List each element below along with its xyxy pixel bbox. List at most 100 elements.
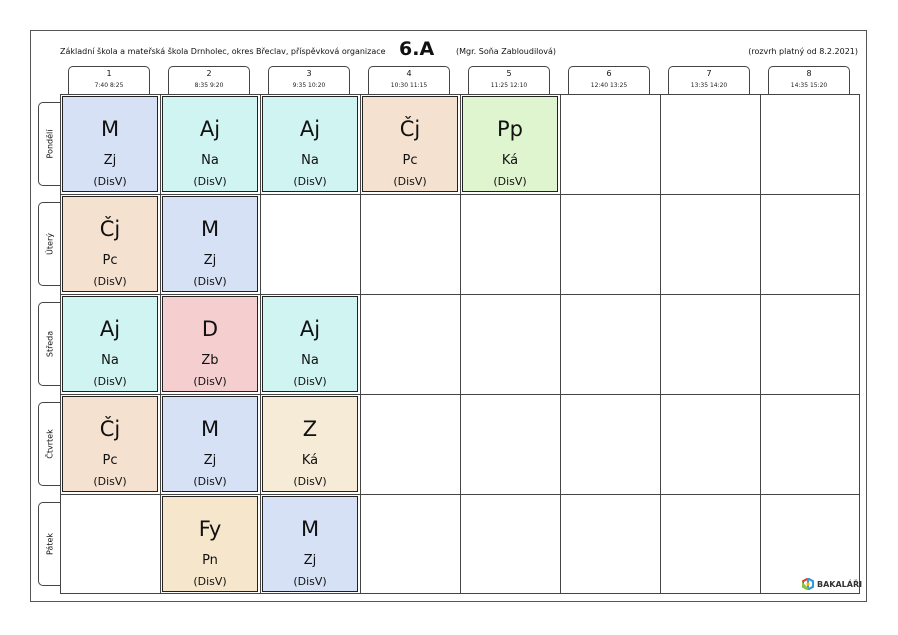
grid-column-divider (460, 95, 461, 593)
period-1-header: 1 7:40 8:25 (68, 66, 150, 94)
period-5-header: 5 11:25 12:10 (468, 66, 550, 94)
lesson-cell[interactable]: Aj Na (DisV) (162, 96, 258, 192)
lesson-teacher: Zj (203, 253, 217, 268)
lesson-teacher: Ká (301, 453, 319, 468)
lesson-teacher: Na (201, 153, 219, 168)
period-time: 14:35 15:20 (790, 82, 828, 89)
lesson-cell[interactable]: Aj Na (DisV) (262, 96, 358, 192)
bakalari-hexagon-icon (802, 578, 814, 590)
period-4-header: 4 10:30 11:15 (368, 66, 450, 94)
school-name: Základní škola a mateřská škola Drnholec… (60, 47, 386, 56)
lesson-subject: M (200, 217, 220, 241)
day-label: Úterý (45, 233, 54, 255)
grid-column-divider (160, 95, 161, 593)
lesson-room: (DisV) (293, 375, 327, 388)
bakalari-logo: BAKALÁŘI (802, 578, 862, 590)
lesson-subject: Aj (99, 317, 121, 341)
grid-row-divider (61, 394, 859, 395)
class-teacher: (Mgr. Soňa Zabloudilová) (456, 47, 557, 56)
lesson-subject: M (100, 117, 120, 141)
day-label: Pátek (45, 532, 54, 556)
lesson-cell[interactable]: Čj Pc (DisV) (62, 396, 158, 492)
grid-row-divider (61, 194, 859, 195)
lesson-teacher: Na (101, 353, 119, 368)
day-label: Čtvrtek (45, 429, 54, 459)
period-3-header: 3 9:35 10:20 (268, 66, 350, 94)
lesson-cell[interactable]: Čj Pc (DisV) (362, 96, 458, 192)
lesson-cell[interactable]: Aj Na (DisV) (62, 296, 158, 392)
lesson-room: (DisV) (293, 575, 327, 588)
lesson-teacher: Pc (102, 453, 118, 468)
lesson-room: (DisV) (193, 475, 227, 488)
lesson-room: (DisV) (293, 475, 327, 488)
lesson-cell[interactable]: M Zj (DisV) (262, 496, 358, 592)
grid-row-divider (61, 294, 859, 295)
lesson-subject: M (300, 517, 320, 541)
grid-column-divider (360, 95, 361, 593)
timetable-frame (30, 30, 867, 602)
period-time: 12:40 13:25 (590, 82, 628, 89)
lesson-teacher: Pc (102, 253, 118, 268)
period-6-header: 6 12:40 13:25 (568, 66, 650, 94)
period-time: 8:35 9:20 (194, 82, 224, 89)
period-number: 5 (506, 69, 512, 78)
lesson-cell[interactable]: Čj Pc (DisV) (62, 196, 158, 292)
period-number: 6 (606, 69, 612, 78)
lesson-cell[interactable]: M Zj (DisV) (162, 196, 258, 292)
lesson-room: (DisV) (193, 375, 227, 388)
period-number: 2 (206, 69, 212, 78)
lesson-cell[interactable]: Z Ká (DisV) (262, 396, 358, 492)
timetable-grid: M Zj (DisV) Aj Na (DisV) Aj Na (DisV) Čj Pc (DisV) P… (60, 94, 860, 594)
day-tab: Úterý (38, 202, 60, 286)
valid-from: (rozvrh platný od 8.2.2021) (748, 47, 858, 56)
period-number: 7 (706, 69, 712, 78)
lesson-room: (DisV) (493, 175, 527, 188)
period-time: 7:40 8:25 (94, 82, 124, 89)
period-number: 4 (406, 69, 412, 78)
lesson-subject: Fy (198, 517, 222, 541)
lesson-cell[interactable]: M Zj (DisV) (62, 96, 158, 192)
period-8-header: 8 14:35 15:20 (768, 66, 850, 94)
lesson-teacher: Zj (103, 153, 117, 168)
lesson-room: (DisV) (93, 475, 127, 488)
lesson-cell[interactable]: Pp Ká (DisV) (462, 96, 558, 192)
lesson-subject: D (201, 317, 219, 341)
lesson-subject: M (200, 417, 220, 441)
day-tab: Pondělí (38, 102, 60, 186)
period-7-header: 7 13:35 14:20 (668, 66, 750, 94)
period-number: 3 (306, 69, 312, 78)
grid-column-divider (660, 95, 661, 593)
lesson-room: (DisV) (93, 275, 127, 288)
lesson-subject: Pp (497, 117, 523, 141)
lesson-teacher: Na (301, 353, 319, 368)
lesson-subject: Čj (99, 417, 121, 441)
lesson-subject: Aj (199, 117, 221, 141)
lesson-subject: Z (302, 417, 318, 441)
grid-column-divider (260, 95, 261, 593)
day-label: Pondělí (45, 129, 54, 159)
logo-text: BAKALÁŘI (817, 579, 863, 589)
period-number: 1 (106, 69, 112, 78)
period-time: 9:35 10:20 (292, 82, 326, 89)
lesson-room: (DisV) (293, 175, 327, 188)
lesson-subject: Aj (299, 317, 321, 341)
lesson-cell[interactable]: D Zb (DisV) (162, 296, 258, 392)
period-2-header: 2 8:35 9:20 (168, 66, 250, 94)
lesson-subject: Čj (99, 217, 121, 241)
day-label: Středa (45, 330, 54, 358)
grid-column-divider (560, 95, 561, 593)
lesson-teacher: Zj (203, 453, 217, 468)
day-tab: Středa (38, 302, 60, 386)
lesson-teacher: Pc (402, 153, 418, 168)
lesson-subject: Čj (399, 117, 421, 141)
day-tab: Pátek (38, 502, 60, 586)
lesson-cell[interactable]: Aj Na (DisV) (262, 296, 358, 392)
lesson-cell[interactable]: Fy Pn (DisV) (162, 496, 258, 592)
lesson-room: (DisV) (393, 175, 427, 188)
grid-row-divider (61, 494, 859, 495)
period-time: 13:35 14:20 (690, 82, 728, 89)
day-tab: Čtvrtek (38, 402, 60, 486)
lesson-room: (DisV) (93, 175, 127, 188)
lesson-cell[interactable]: M Zj (DisV) (162, 396, 258, 492)
lesson-teacher: Ká (501, 153, 519, 168)
